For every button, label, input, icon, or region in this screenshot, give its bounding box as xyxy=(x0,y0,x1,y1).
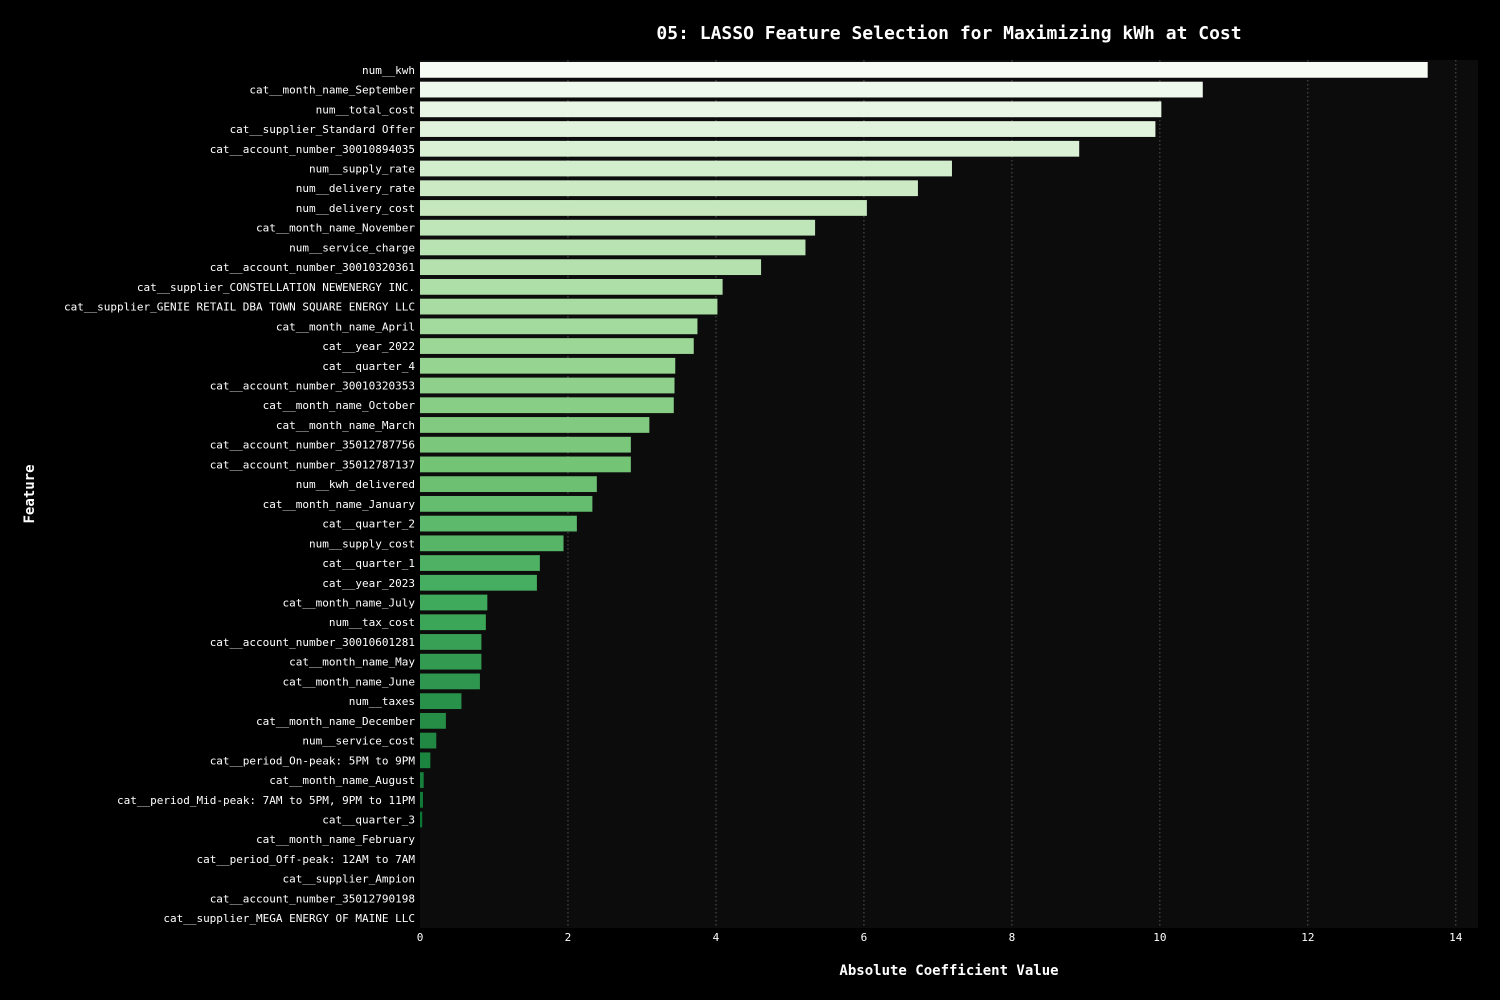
bar xyxy=(420,219,816,236)
feature-label: num__service_cost xyxy=(302,735,415,748)
feature-label: cat__month_name_May xyxy=(289,656,415,669)
feature-label: num__taxes xyxy=(349,695,415,708)
bar xyxy=(420,397,674,414)
feature-label: cat__supplier_GENIE RETAIL DBA TOWN SQUA… xyxy=(64,301,415,314)
bar xyxy=(420,752,431,769)
feature-label: cat__quarter_4 xyxy=(322,360,415,373)
feature-label: cat__account_number_35012790198 xyxy=(210,892,415,905)
bar xyxy=(420,811,423,828)
bar xyxy=(420,653,482,670)
feature-label: cat__supplier_Ampion xyxy=(283,873,415,886)
x-tick-label: 4 xyxy=(713,931,720,944)
bar xyxy=(420,140,1080,157)
feature-label: num__total_cost xyxy=(316,103,415,116)
bar xyxy=(420,338,694,354)
x-tick-label: 12 xyxy=(1301,931,1314,944)
feature-label: cat__supplier_MEGA ENERGY OF MAINE LLC xyxy=(163,912,415,925)
feature-label: num__kwh xyxy=(362,64,415,77)
bar xyxy=(420,180,918,197)
feature-label: num__service_charge xyxy=(289,241,415,254)
feature-label: cat__month_name_September xyxy=(249,84,415,97)
feature-label: cat__quarter_3 xyxy=(322,814,415,827)
feature-label: num__supply_cost xyxy=(309,537,415,550)
feature-label: cat__account_number_30010320361 xyxy=(210,261,415,274)
bar-series xyxy=(420,61,1428,828)
bar xyxy=(420,417,650,433)
feature-label: cat__month_name_July xyxy=(283,597,416,610)
bar xyxy=(420,61,1428,78)
feature-label: cat__account_number_30010894035 xyxy=(210,143,415,156)
bar xyxy=(420,200,867,216)
bar xyxy=(420,634,482,650)
feature-label: cat__month_name_October xyxy=(263,399,416,412)
x-tick-labels: 0 2 4 6 8 10 12 14 xyxy=(417,931,1463,944)
x-axis-title: Absolute Coefficient Value xyxy=(839,963,1058,979)
bar xyxy=(420,121,1156,137)
bar xyxy=(420,673,480,690)
feature-label: num__kwh_delivered xyxy=(296,478,415,491)
feature-label: num__delivery_rate xyxy=(296,182,415,195)
bar xyxy=(420,574,537,591)
chart-title: 05: LASSO Feature Selection for Maximizi… xyxy=(656,23,1241,44)
bar xyxy=(420,377,675,394)
bar xyxy=(420,614,486,631)
bar xyxy=(420,495,593,512)
feature-labels: num__kwh cat__month_name_September num__to… xyxy=(64,64,415,925)
bar xyxy=(420,732,437,749)
y-axis-title: Feature xyxy=(22,464,38,523)
feature-label: cat__year_2023 xyxy=(322,577,415,590)
x-tick-label: 6 xyxy=(861,931,868,944)
feature-label: cat__quarter_2 xyxy=(322,518,415,531)
bar xyxy=(420,772,424,788)
feature-label: cat__month_name_March xyxy=(276,419,415,432)
bar xyxy=(420,476,597,493)
feature-label: cat__account_number_35012787756 xyxy=(210,439,415,452)
feature-label: cat__month_name_December xyxy=(256,715,415,728)
bar xyxy=(420,259,762,276)
feature-label: num__tax_cost xyxy=(329,616,415,629)
x-tick-label: 0 xyxy=(417,931,424,944)
bar xyxy=(420,298,718,315)
x-tick-label: 14 xyxy=(1449,931,1463,944)
bar xyxy=(420,791,423,808)
bar xyxy=(420,436,631,453)
feature-label: cat__month_name_January xyxy=(263,498,416,511)
feature-label: num__supply_rate xyxy=(309,163,415,176)
x-tick-label: 8 xyxy=(1009,931,1016,944)
feature-label: cat__supplier_CONSTELLATION NEWENERGY IN… xyxy=(137,281,415,294)
feature-label: num__delivery_cost xyxy=(296,202,415,215)
bar xyxy=(420,278,723,295)
bar xyxy=(420,693,462,710)
feature-label: cat__year_2022 xyxy=(322,340,415,353)
bar xyxy=(420,101,1162,118)
bar xyxy=(420,712,446,729)
feature-label: cat__period_On-peak: 5PM to 9PM xyxy=(210,754,416,767)
x-tick-label: 2 xyxy=(565,931,572,944)
feature-label: cat__supplier_Standard Offer xyxy=(230,123,416,136)
bar xyxy=(420,456,631,473)
feature-label: cat__quarter_1 xyxy=(322,557,415,570)
feature-label: cat__period_Mid-peak: 7AM to 5PM, 9PM to… xyxy=(117,794,415,807)
feature-label: cat__account_number_30010601281 xyxy=(210,636,415,649)
feature-label: cat__period_Off-peak: 12AM to 7AM xyxy=(196,853,415,866)
bar xyxy=(420,515,577,532)
feature-label: cat__account_number_30010320353 xyxy=(210,380,415,393)
bar xyxy=(420,357,676,374)
bar xyxy=(420,81,1203,98)
x-tick-label: 10 xyxy=(1153,931,1166,944)
bar xyxy=(420,318,698,335)
bar xyxy=(420,239,806,256)
feature-label: cat__month_name_June xyxy=(283,675,415,688)
bar xyxy=(420,535,564,552)
feature-label: cat__month_name_November xyxy=(256,222,415,235)
feature-label: cat__account_number_35012787137 xyxy=(210,458,415,471)
feature-label: cat__month_name_February xyxy=(256,833,415,846)
feature-label: cat__month_name_April xyxy=(276,320,415,333)
bar xyxy=(420,555,540,571)
bar xyxy=(420,594,488,611)
bar xyxy=(420,160,952,177)
feature-label: cat__month_name_August xyxy=(269,774,415,787)
